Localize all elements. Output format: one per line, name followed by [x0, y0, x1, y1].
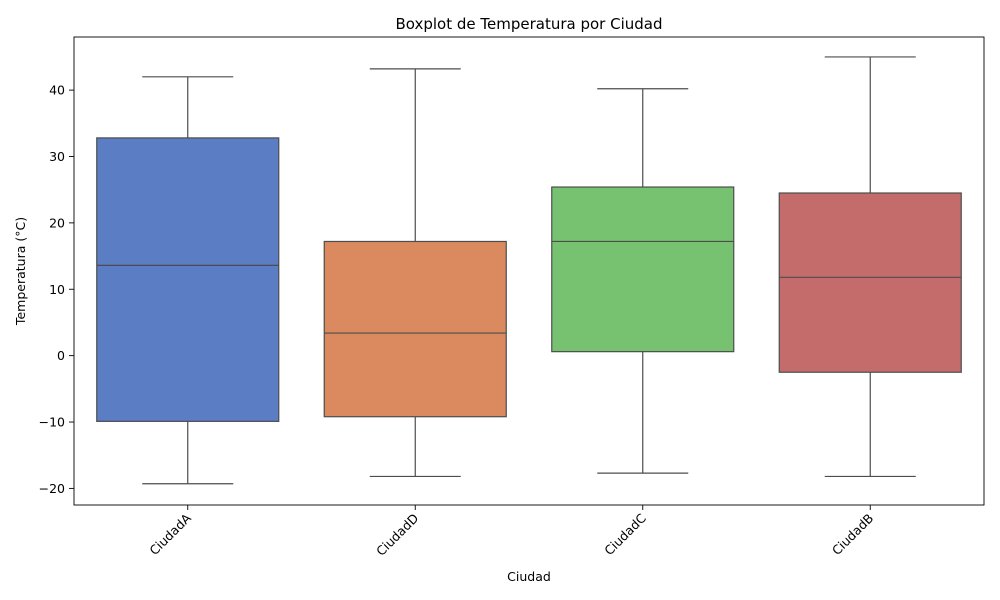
box-iqr	[778, 192, 962, 373]
y-axis: −20 −10 0 10 20 30 40	[39, 83, 74, 496]
plot-frame	[73, 36, 985, 506]
y-tick-label: 30	[49, 149, 65, 164]
y-tick-label: 0	[57, 348, 65, 363]
y-tick-label: 40	[49, 83, 65, 98]
y-axis-label: Temperatura (°C)	[13, 217, 28, 326]
x-tick-label: CiudadA	[146, 510, 194, 558]
x-axis-label: Ciudad	[507, 569, 551, 584]
box-ciudadb	[778, 56, 962, 478]
plot-area	[96, 56, 962, 485]
x-axis: CiudadA CiudadD CiudadC CiudadB	[146, 505, 876, 559]
y-tick-label: −20	[39, 481, 65, 496]
y-tick-label: 20	[49, 215, 65, 230]
y-tick-label: −10	[39, 415, 65, 430]
box-ciudadc	[551, 88, 735, 474]
box-ciudada	[96, 76, 280, 485]
x-tick-label: CiudadD	[373, 511, 421, 559]
x-tick-label: CiudadC	[601, 510, 649, 558]
chart-title: Boxplot de Temperatura por Ciudad	[395, 15, 662, 33]
box-iqr	[323, 240, 507, 418]
x-tick-label: CiudadB	[829, 511, 877, 559]
box-iqr	[551, 186, 735, 353]
box-iqr	[96, 137, 280, 422]
y-tick-label: 10	[49, 282, 65, 297]
box-ciudadd	[323, 68, 507, 478]
